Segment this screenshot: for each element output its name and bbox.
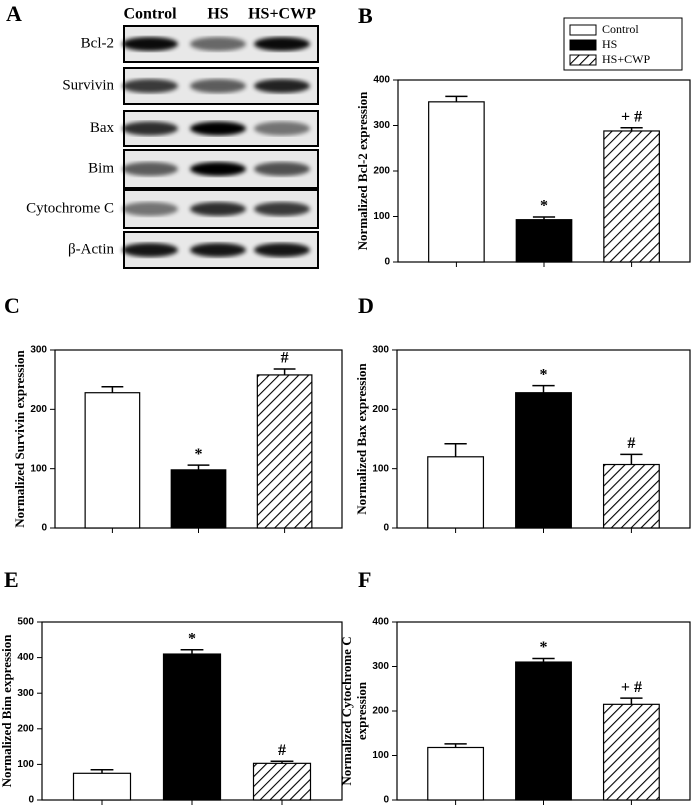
significance-label: # [281,350,289,367]
significance-label: # [278,742,286,759]
blot-band [122,243,178,257]
blot-band [122,162,178,176]
blot-band [190,37,246,51]
y-tick-label: 400 [373,75,390,86]
significance-label: + # [621,108,642,125]
legend-swatch [569,39,597,51]
y-tick-label: 0 [384,257,390,268]
lane-label: Control [123,6,177,23]
panel-label: E [4,567,19,592]
bar [72,772,132,801]
blot-band [254,202,310,216]
y-axis-label: Normalized Bax expression [354,363,369,515]
y-tick-label: 0 [28,795,34,806]
row-label: Cytochrome C [26,200,114,216]
bar [256,374,313,529]
legend-swatch [569,54,597,66]
significance-label: * [540,366,548,383]
y-axis-label: Normalized Survivin expression [12,350,27,528]
significance-label: * [188,630,196,647]
y-tick-label: 200 [372,706,389,717]
y-tick-label: 400 [372,617,389,628]
blot-band [254,37,310,51]
significance-label: * [195,446,203,463]
legend-label: HS+CWP [602,52,650,66]
blot-band [254,243,310,257]
y-tick-label: 200 [17,723,34,734]
panel-label: A [6,1,22,26]
panel-label: D [358,293,374,318]
bar [603,130,660,263]
y-axis-label: Normalized Bcl-2 expression [355,91,370,250]
y-axis-label: Normalized Cytochrome C [339,636,354,785]
y-tick-label: 400 [17,652,34,663]
y-axis-label: expression [354,681,369,740]
bar [170,469,227,529]
row-label: Survivin [62,77,114,93]
y-tick-label: 0 [41,523,47,534]
y-tick-label: 300 [372,345,389,356]
legend-swatch [569,24,597,36]
blot-band [122,202,178,216]
bar [428,101,485,263]
blot-band [190,162,246,176]
y-tick-label: 500 [17,617,34,628]
significance-label: + # [621,679,642,696]
y-tick-label: 300 [17,688,34,699]
blot-band [122,79,178,93]
bar [162,653,222,801]
y-tick-label: 100 [30,463,47,474]
y-tick-label: 200 [30,404,47,415]
blot-band [254,121,310,136]
significance-label: * [540,639,548,656]
y-tick-label: 200 [373,166,390,177]
y-tick-label: 0 [383,523,389,534]
y-tick-label: 300 [373,120,390,131]
y-tick-label: 0 [383,795,389,806]
y-tick-label: 300 [372,661,389,672]
blot-band [190,202,246,216]
panel-label: F [358,567,371,592]
bar [602,703,660,801]
blot-band [190,243,246,257]
bar [427,456,485,529]
y-axis-label: Normalized Bim expression [0,634,14,788]
legend-label: HS [602,37,617,51]
bar [252,762,312,801]
y-tick-label: 100 [17,759,34,770]
row-label: Bax [90,120,115,136]
panel-label: C [4,293,20,318]
significance-label: * [540,198,548,215]
bar [515,219,573,263]
bar [427,746,485,801]
row-label: Bim [88,160,114,176]
bar [602,463,660,529]
y-tick-label: 100 [372,750,389,761]
blot-band [254,162,310,176]
significance-label: # [627,435,635,452]
y-tick-label: 100 [373,211,390,222]
y-tick-label: 100 [372,463,389,474]
y-tick-label: 200 [372,404,389,415]
bar [84,392,141,529]
blot-band [122,121,178,136]
legend-label: Control [602,22,639,36]
blot-band [254,79,310,93]
bar [515,392,572,529]
blot-band [122,37,178,51]
row-label: β-Actin [68,241,114,257]
bar [515,661,572,801]
row-label: Bcl-2 [81,35,114,51]
blot-band [190,79,246,93]
panel-label: B [358,3,373,28]
lane-label: HS [207,6,228,23]
lane-label: HS+CWP [248,6,316,23]
y-tick-label: 300 [30,345,47,356]
blot-band [190,121,246,136]
